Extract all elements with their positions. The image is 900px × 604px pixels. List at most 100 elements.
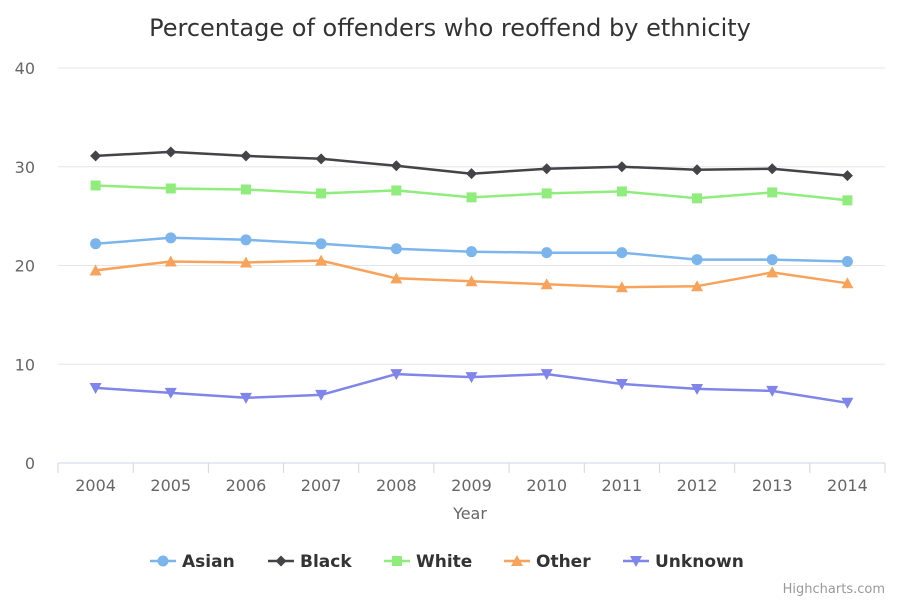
data-point-black[interactable] (90, 150, 102, 162)
data-point-asian[interactable] (315, 238, 327, 250)
data-point-white[interactable] (842, 195, 853, 206)
data-point-white[interactable] (541, 188, 552, 199)
data-point-unknown[interactable] (315, 389, 328, 401)
x-tick-label: 2009 (451, 476, 492, 495)
legend-symbol-black (275, 555, 287, 567)
credits-link[interactable]: Highcharts.com (783, 582, 885, 597)
series-unknown (89, 369, 854, 409)
x-axis-title: Year (452, 504, 487, 523)
data-point-other[interactable] (315, 254, 328, 266)
x-tick-label: 2006 (226, 476, 267, 495)
data-point-unknown[interactable] (390, 369, 403, 381)
x-tick-label: 2013 (752, 476, 793, 495)
series-other (89, 254, 854, 293)
x-tick-label: 2005 (150, 476, 191, 495)
data-point-unknown[interactable] (766, 385, 779, 397)
x-tick-label: 2011 (602, 476, 643, 495)
data-point-black[interactable] (541, 163, 553, 175)
legend-label-white: White (416, 552, 472, 572)
series-asian (90, 232, 853, 268)
data-point-other[interactable] (164, 255, 177, 267)
series-black (90, 146, 853, 182)
data-point-unknown[interactable] (540, 369, 553, 381)
data-point-white[interactable] (165, 183, 176, 194)
data-point-black[interactable] (841, 170, 853, 182)
legend-label-other: Other (536, 552, 591, 572)
x-tick-label: 2010 (526, 476, 567, 495)
data-point-black[interactable] (691, 164, 703, 176)
data-point-asian[interactable] (541, 247, 553, 259)
data-point-other[interactable] (841, 277, 854, 289)
y-axis: 0 10 20 30 40 (15, 59, 35, 473)
x-tick-label: 2012 (677, 476, 718, 495)
x-axis: 2004 2005 2006 2007 2008 2009 2010 2011 2012 2013… (57, 462, 886, 495)
data-point-other[interactable] (239, 256, 252, 268)
legend-label-black: Black (300, 552, 352, 572)
data-point-black[interactable] (315, 153, 327, 165)
chart-title: Percentage of offenders who reoffend by … (149, 14, 751, 42)
data-point-asian[interactable] (90, 238, 102, 250)
legend-label-unknown: Unknown (655, 552, 744, 572)
legend-symbol-unknown (630, 556, 642, 567)
y-tick-label: 30 (15, 158, 35, 177)
y-tick-label: 10 (15, 355, 35, 374)
data-point-unknown[interactable] (691, 383, 704, 395)
data-point-other[interactable] (89, 264, 102, 276)
data-point-black[interactable] (616, 161, 628, 173)
data-point-asian[interactable] (841, 256, 853, 268)
data-point-unknown[interactable] (465, 372, 478, 384)
data-point-asian[interactable] (691, 254, 703, 266)
series-group (89, 146, 854, 409)
data-point-unknown[interactable] (841, 397, 854, 409)
data-point-other[interactable] (615, 281, 628, 293)
data-point-unknown[interactable] (615, 379, 628, 390)
data-point-asian[interactable] (240, 234, 252, 246)
data-point-white[interactable] (692, 193, 703, 204)
data-point-white[interactable] (466, 192, 477, 203)
legend-label-asian: Asian (182, 552, 235, 572)
data-point-asian[interactable] (390, 243, 402, 255)
legend-item-other[interactable]: Other (504, 552, 591, 572)
legend-symbol-white (392, 556, 402, 566)
y-tick-label: 0 (25, 454, 35, 473)
data-point-asian[interactable] (766, 254, 778, 266)
x-tick-label: 2007 (301, 476, 342, 495)
data-point-white[interactable] (767, 187, 778, 198)
data-point-asian[interactable] (165, 232, 177, 244)
data-point-other[interactable] (465, 275, 478, 287)
data-point-white[interactable] (240, 184, 251, 195)
legend-symbol-asian (157, 555, 169, 567)
legend: Asian Black White Other Unknown (150, 552, 744, 572)
data-point-asian[interactable] (616, 247, 628, 259)
legend-item-black[interactable]: Black (268, 552, 352, 572)
data-point-unknown[interactable] (239, 392, 252, 404)
data-point-unknown[interactable] (164, 387, 177, 399)
data-point-black[interactable] (240, 150, 252, 162)
x-tick-label: 2014 (827, 476, 868, 495)
data-point-unknown[interactable] (89, 382, 102, 394)
series-white (90, 180, 853, 206)
grid (58, 67, 885, 365)
data-point-white[interactable] (391, 185, 402, 196)
data-point-white[interactable] (316, 188, 327, 199)
data-point-black[interactable] (165, 146, 177, 158)
data-point-other[interactable] (766, 266, 779, 278)
x-tick-label: 2008 (376, 476, 417, 495)
y-tick-label: 20 (15, 257, 35, 276)
legend-item-asian[interactable]: Asian (150, 552, 235, 572)
legend-symbol-other (511, 555, 523, 566)
legend-item-white[interactable]: White (384, 552, 472, 572)
data-point-other[interactable] (691, 280, 704, 292)
data-point-black[interactable] (390, 160, 402, 172)
data-point-white[interactable] (616, 186, 627, 197)
data-point-other[interactable] (390, 272, 403, 284)
data-point-asian[interactable] (466, 246, 477, 258)
data-point-other[interactable] (540, 278, 553, 290)
legend-item-unknown[interactable]: Unknown (623, 552, 744, 572)
data-point-black[interactable] (766, 163, 778, 175)
data-point-black[interactable] (466, 168, 477, 180)
x-tick-label: 2004 (75, 476, 116, 495)
data-point-white[interactable] (90, 180, 101, 191)
